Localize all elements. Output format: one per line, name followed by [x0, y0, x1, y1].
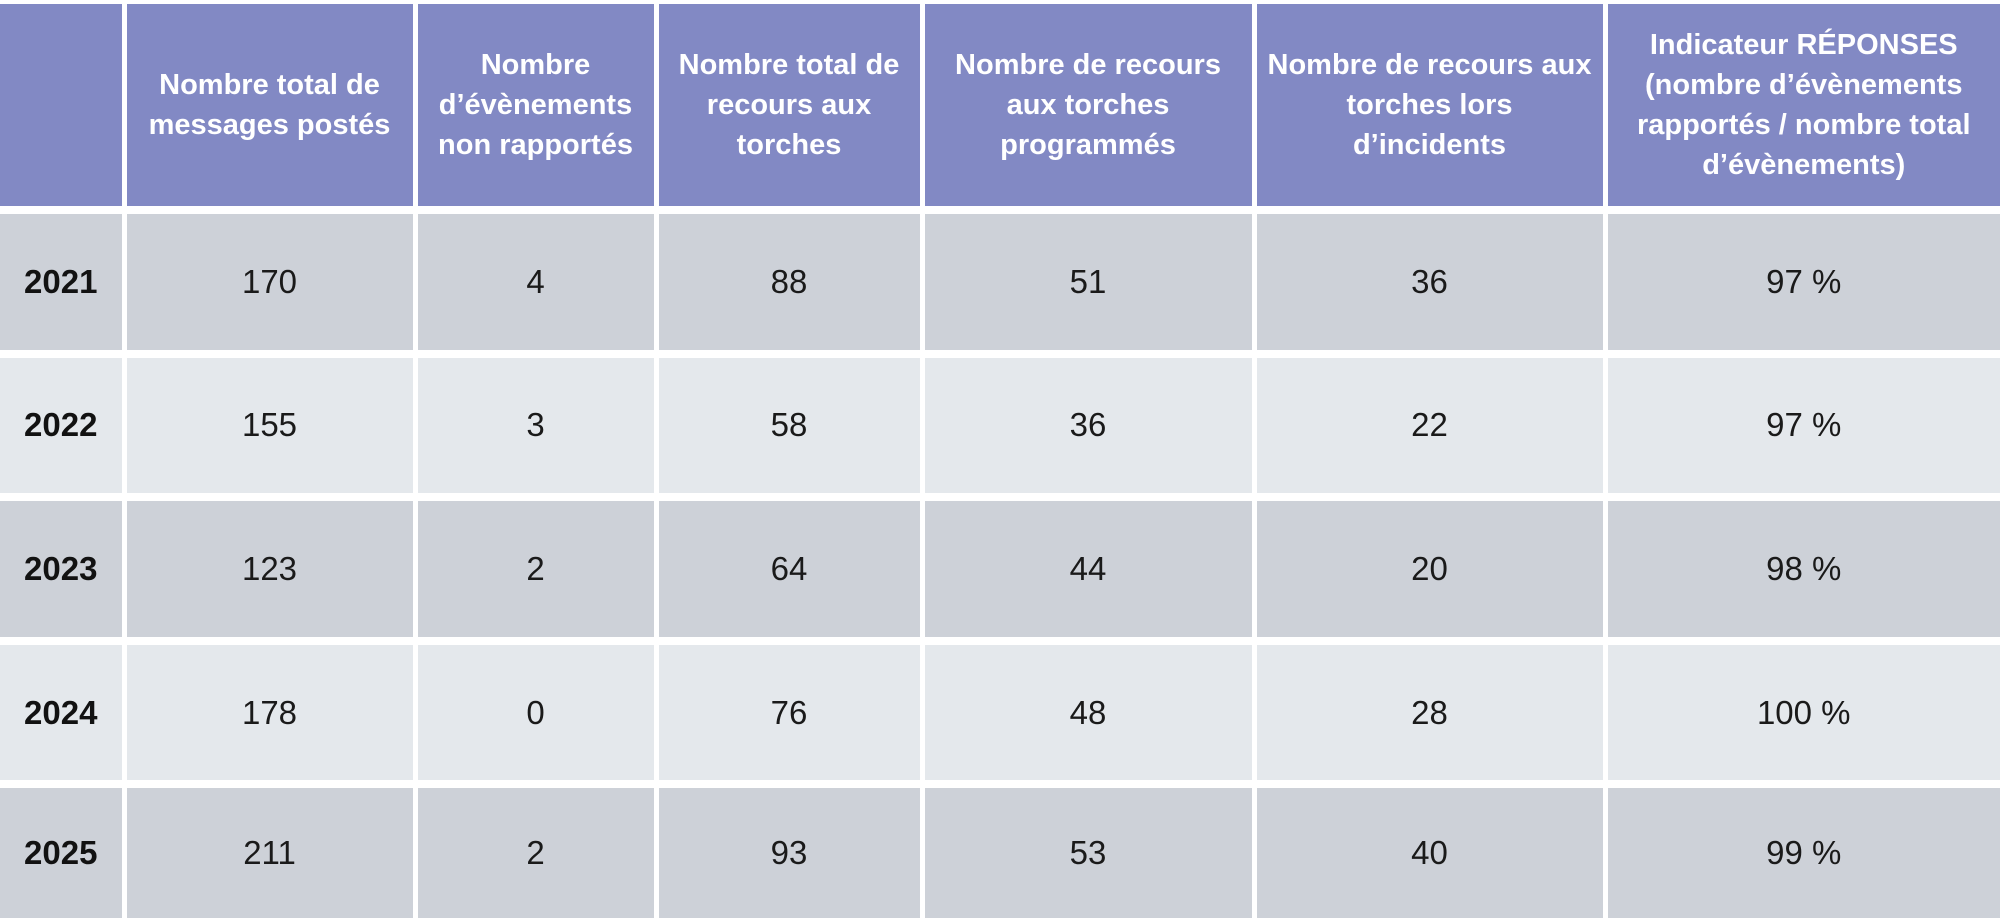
cell-torches-programmes: 51: [922, 210, 1257, 358]
table-row-2025: 2025 211 2 93 53 40 99 %: [0, 784, 2000, 918]
torch-usage-table: Nombre total de messages postés Nombre d…: [0, 4, 2000, 918]
cell-torches-incidents: 20: [1254, 497, 1608, 645]
cell-torches-incidents: 36: [1254, 210, 1608, 358]
cell-total-recours-torches: 58: [656, 353, 925, 502]
table-row-2024: 2024 178 0 76 48 28 100 %: [0, 640, 2000, 789]
column-header-messages-postes: Nombre total de messages postés: [124, 4, 418, 214]
cell-total-recours-torches: 76: [656, 640, 925, 789]
table-row-2023: 2023 123 2 64 44 20 98 %: [0, 497, 2000, 645]
row-year: 2025: [0, 784, 127, 918]
cell-torches-programmes: 48: [922, 640, 1257, 789]
cell-torches-incidents: 28: [1254, 640, 1608, 789]
cell-indicateur-reponses: 97 %: [1605, 210, 2000, 358]
table-body: 2021 170 4 88 51 36 97 % 2022 155 3 58 3…: [0, 210, 2000, 918]
cell-messages-postes: 123: [124, 497, 418, 645]
cell-messages-postes: 211: [124, 784, 418, 918]
row-year: 2021: [0, 210, 127, 358]
cell-evenements-non-rapportes: 3: [415, 353, 659, 502]
cell-total-recours-torches: 93: [656, 784, 925, 918]
cell-indicateur-reponses: 97 %: [1605, 353, 2000, 502]
cell-messages-postes: 170: [124, 210, 418, 358]
cell-total-recours-torches: 64: [656, 497, 925, 645]
cell-torches-incidents: 40: [1254, 784, 1608, 918]
cell-torches-programmes: 53: [922, 784, 1257, 918]
column-header-torches-incidents: Nombre de recours aux torches lors d’inc…: [1254, 4, 1608, 214]
corner-cell: [0, 4, 127, 214]
row-year: 2023: [0, 497, 127, 645]
cell-evenements-non-rapportes: 2: [415, 784, 659, 918]
cell-evenements-non-rapportes: 0: [415, 640, 659, 789]
cell-total-recours-torches: 88: [656, 210, 925, 358]
table-row-2022: 2022 155 3 58 36 22 97 %: [0, 353, 2000, 502]
cell-evenements-non-rapportes: 4: [415, 210, 659, 358]
cell-indicateur-reponses: 100 %: [1605, 640, 2000, 789]
cell-indicateur-reponses: 99 %: [1605, 784, 2000, 918]
row-year: 2024: [0, 640, 127, 789]
header-row: Nombre total de messages postés Nombre d…: [0, 4, 2000, 214]
cell-indicateur-reponses: 98 %: [1605, 497, 2000, 645]
table-row-2021: 2021 170 4 88 51 36 97 %: [0, 210, 2000, 358]
column-header-indicateur-reponses: Indicateur RÉPONSES (nombre d’évènements…: [1605, 4, 2000, 214]
column-header-total-recours-torches: Nombre total de recours aux torches: [656, 4, 925, 214]
cell-messages-postes: 155: [124, 353, 418, 502]
table-header: Nombre total de messages postés Nombre d…: [0, 4, 2000, 214]
cell-evenements-non-rapportes: 2: [415, 497, 659, 645]
cell-messages-postes: 178: [124, 640, 418, 789]
cell-torches-programmes: 44: [922, 497, 1257, 645]
cell-torches-programmes: 36: [922, 353, 1257, 502]
column-header-evenements-non-rapportes: Nombre d’évènements non rapportés: [415, 4, 659, 214]
cell-torches-incidents: 22: [1254, 353, 1608, 502]
column-header-torches-programmes: Nombre de recours aux torches programmés: [922, 4, 1257, 214]
row-year: 2022: [0, 353, 127, 502]
